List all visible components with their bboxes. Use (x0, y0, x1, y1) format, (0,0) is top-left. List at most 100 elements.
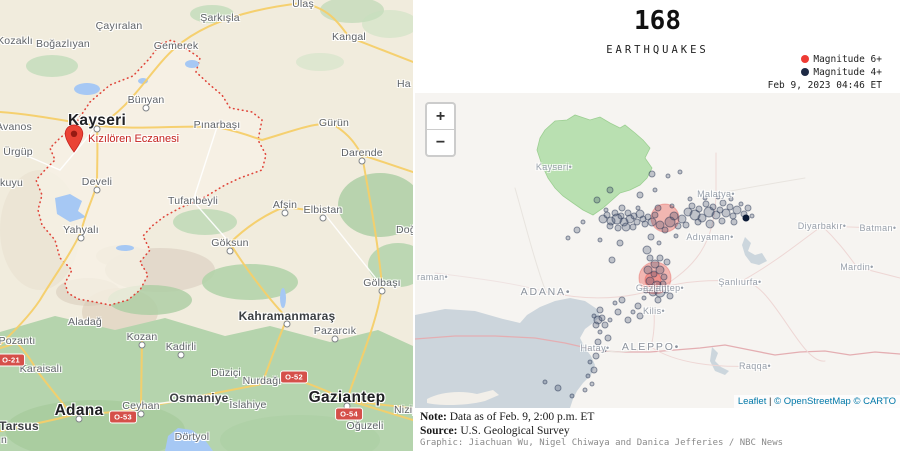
quake-minor-dot (702, 200, 710, 208)
leaflet-link[interactable]: Leaflet (737, 396, 767, 407)
quake-minor-dot (687, 196, 693, 202)
map-label: Kilis• (642, 306, 666, 316)
quake-minor-dot (656, 240, 662, 246)
map-label: Nurdağı (242, 375, 282, 387)
zoom-control: + − (425, 102, 456, 157)
map-label: Kayseri (67, 112, 127, 129)
quake-minor-dot (590, 366, 598, 374)
quake-minor-dot (643, 265, 653, 275)
map-label: Kadirli (165, 341, 197, 353)
map-label: Ürgüp (3, 146, 33, 158)
quake-minor-dot (721, 208, 731, 218)
quake-minor-dot (629, 223, 637, 231)
map-label: Avanos (0, 121, 33, 133)
earthquake-subtitle: EARTHQUAKES (606, 44, 709, 56)
quake-minor-dot (614, 308, 622, 316)
town-marker-icon (226, 247, 234, 255)
quake-minor-dot (618, 296, 626, 304)
quake-latest-dot (742, 214, 750, 222)
town-marker-icon (177, 351, 185, 359)
town-marker-icon (331, 335, 339, 343)
quake-minor-dot (656, 254, 664, 262)
quake-minor-dot (580, 219, 586, 225)
quake-minor-dot (601, 321, 609, 329)
osm-link[interactable]: © OpenStreetMap (774, 396, 851, 407)
map-label: Darende (341, 147, 383, 159)
quake-minor-dot (642, 245, 652, 255)
quake-minor-dot (606, 186, 614, 194)
quake-minor-dot (730, 218, 738, 226)
quake-minor-dot (650, 270, 658, 278)
town-marker-icon (93, 125, 101, 133)
map-label: Kayseri• (535, 162, 573, 172)
quake-minor-dot (641, 295, 647, 301)
map-label: kuyu (0, 177, 23, 189)
quake-minor-dot (654, 296, 662, 304)
map-label: Kahramanmaraş (238, 309, 336, 323)
map-label: Kangal (332, 31, 366, 43)
map-label: ALEPPO• (621, 341, 681, 353)
quake-minor-dot (705, 219, 715, 229)
quake-minor-dot (738, 201, 744, 207)
road-badge: O-52 (280, 370, 308, 384)
quake-minor-dot (608, 256, 616, 264)
map-label: Kozan (126, 331, 158, 343)
town-marker-icon (93, 186, 101, 194)
quake-minor-dot (569, 393, 575, 399)
town-marker-icon (138, 341, 146, 349)
map-label: Göksun (211, 237, 249, 249)
map-label: Tarsus (0, 419, 39, 433)
quake-minor-dot (641, 220, 649, 228)
quake-minor-dot (652, 187, 658, 193)
quake-minor-dot (677, 214, 687, 224)
road-badge: O-21 (0, 353, 25, 367)
quake-minor-dot (646, 254, 654, 262)
quake-minor-dot (597, 237, 603, 243)
pin-label: Kızılören Eczanesi (88, 133, 180, 145)
earthquake-panel: 168 EARTHQUAKES Magnitude 6+ Magnitude 4… (415, 0, 900, 451)
map-label: Adıyaman• (686, 232, 734, 242)
quake-minor-dot (634, 302, 642, 310)
leaflet-map[interactable]: Kayseri• Malatya• Adıyaman• Diyarbakır• Batm… (415, 93, 900, 408)
quake-minor-dot (630, 212, 638, 220)
quake-minor-dot (604, 334, 612, 342)
quake-minor-dot (624, 209, 632, 217)
zoom-in-button[interactable]: + (427, 104, 454, 130)
quake-minor-dot (663, 258, 671, 266)
quake-minor-dot (591, 313, 597, 319)
quake-minor-dot (719, 199, 727, 207)
quake-minor-dot (621, 222, 631, 232)
quake-minor-dot (606, 222, 614, 230)
quake-minor-dot (592, 321, 600, 329)
quake-minor-dot (673, 233, 679, 239)
quake-minor-dot (554, 384, 562, 392)
quake-minor-dot (598, 314, 606, 322)
legend-timestamp: Feb 9, 2023 04:46 ET (767, 80, 882, 91)
graphic-credit: Graphic: Jiachuan Wu, Nigel Chiwaya and … (420, 438, 784, 448)
map-label: Boğazlıyan (36, 38, 90, 50)
map-label: Develi (81, 176, 113, 188)
map-label: Düziçi (211, 367, 241, 379)
map-label: Hatay• (580, 343, 610, 353)
road-badge: O-53 (109, 410, 137, 424)
map-label: Pozantı (0, 335, 36, 347)
quake-minor-dot (659, 280, 667, 288)
google-map-panel[interactable]: Kozaklı Boğazlıyan Çayıralan Şarkışla Ulaş Ge… (0, 0, 413, 451)
quake-minor-dot (616, 239, 624, 247)
map-label: İslahiye (229, 399, 267, 411)
map-label: Malatya• (697, 189, 735, 199)
map-label: Mardin• (840, 262, 874, 272)
quake-minor-dot (542, 379, 548, 385)
town-marker-icon (77, 234, 85, 242)
quake-minor-dot (648, 170, 656, 178)
map-label: Dörtyol (174, 431, 210, 443)
map-pin-icon[interactable] (63, 124, 85, 154)
quake-minor-dot (614, 224, 622, 232)
zoom-out-button[interactable]: − (435, 134, 446, 151)
notes: Note: Data as of Feb. 9, 2:00 p.m. ET So… (420, 411, 594, 438)
carto-link[interactable]: © CARTO (853, 396, 896, 407)
quake-minor-dot (594, 338, 602, 346)
quake-minor-dot (662, 286, 670, 294)
map-label: Gaziantep (308, 389, 386, 406)
